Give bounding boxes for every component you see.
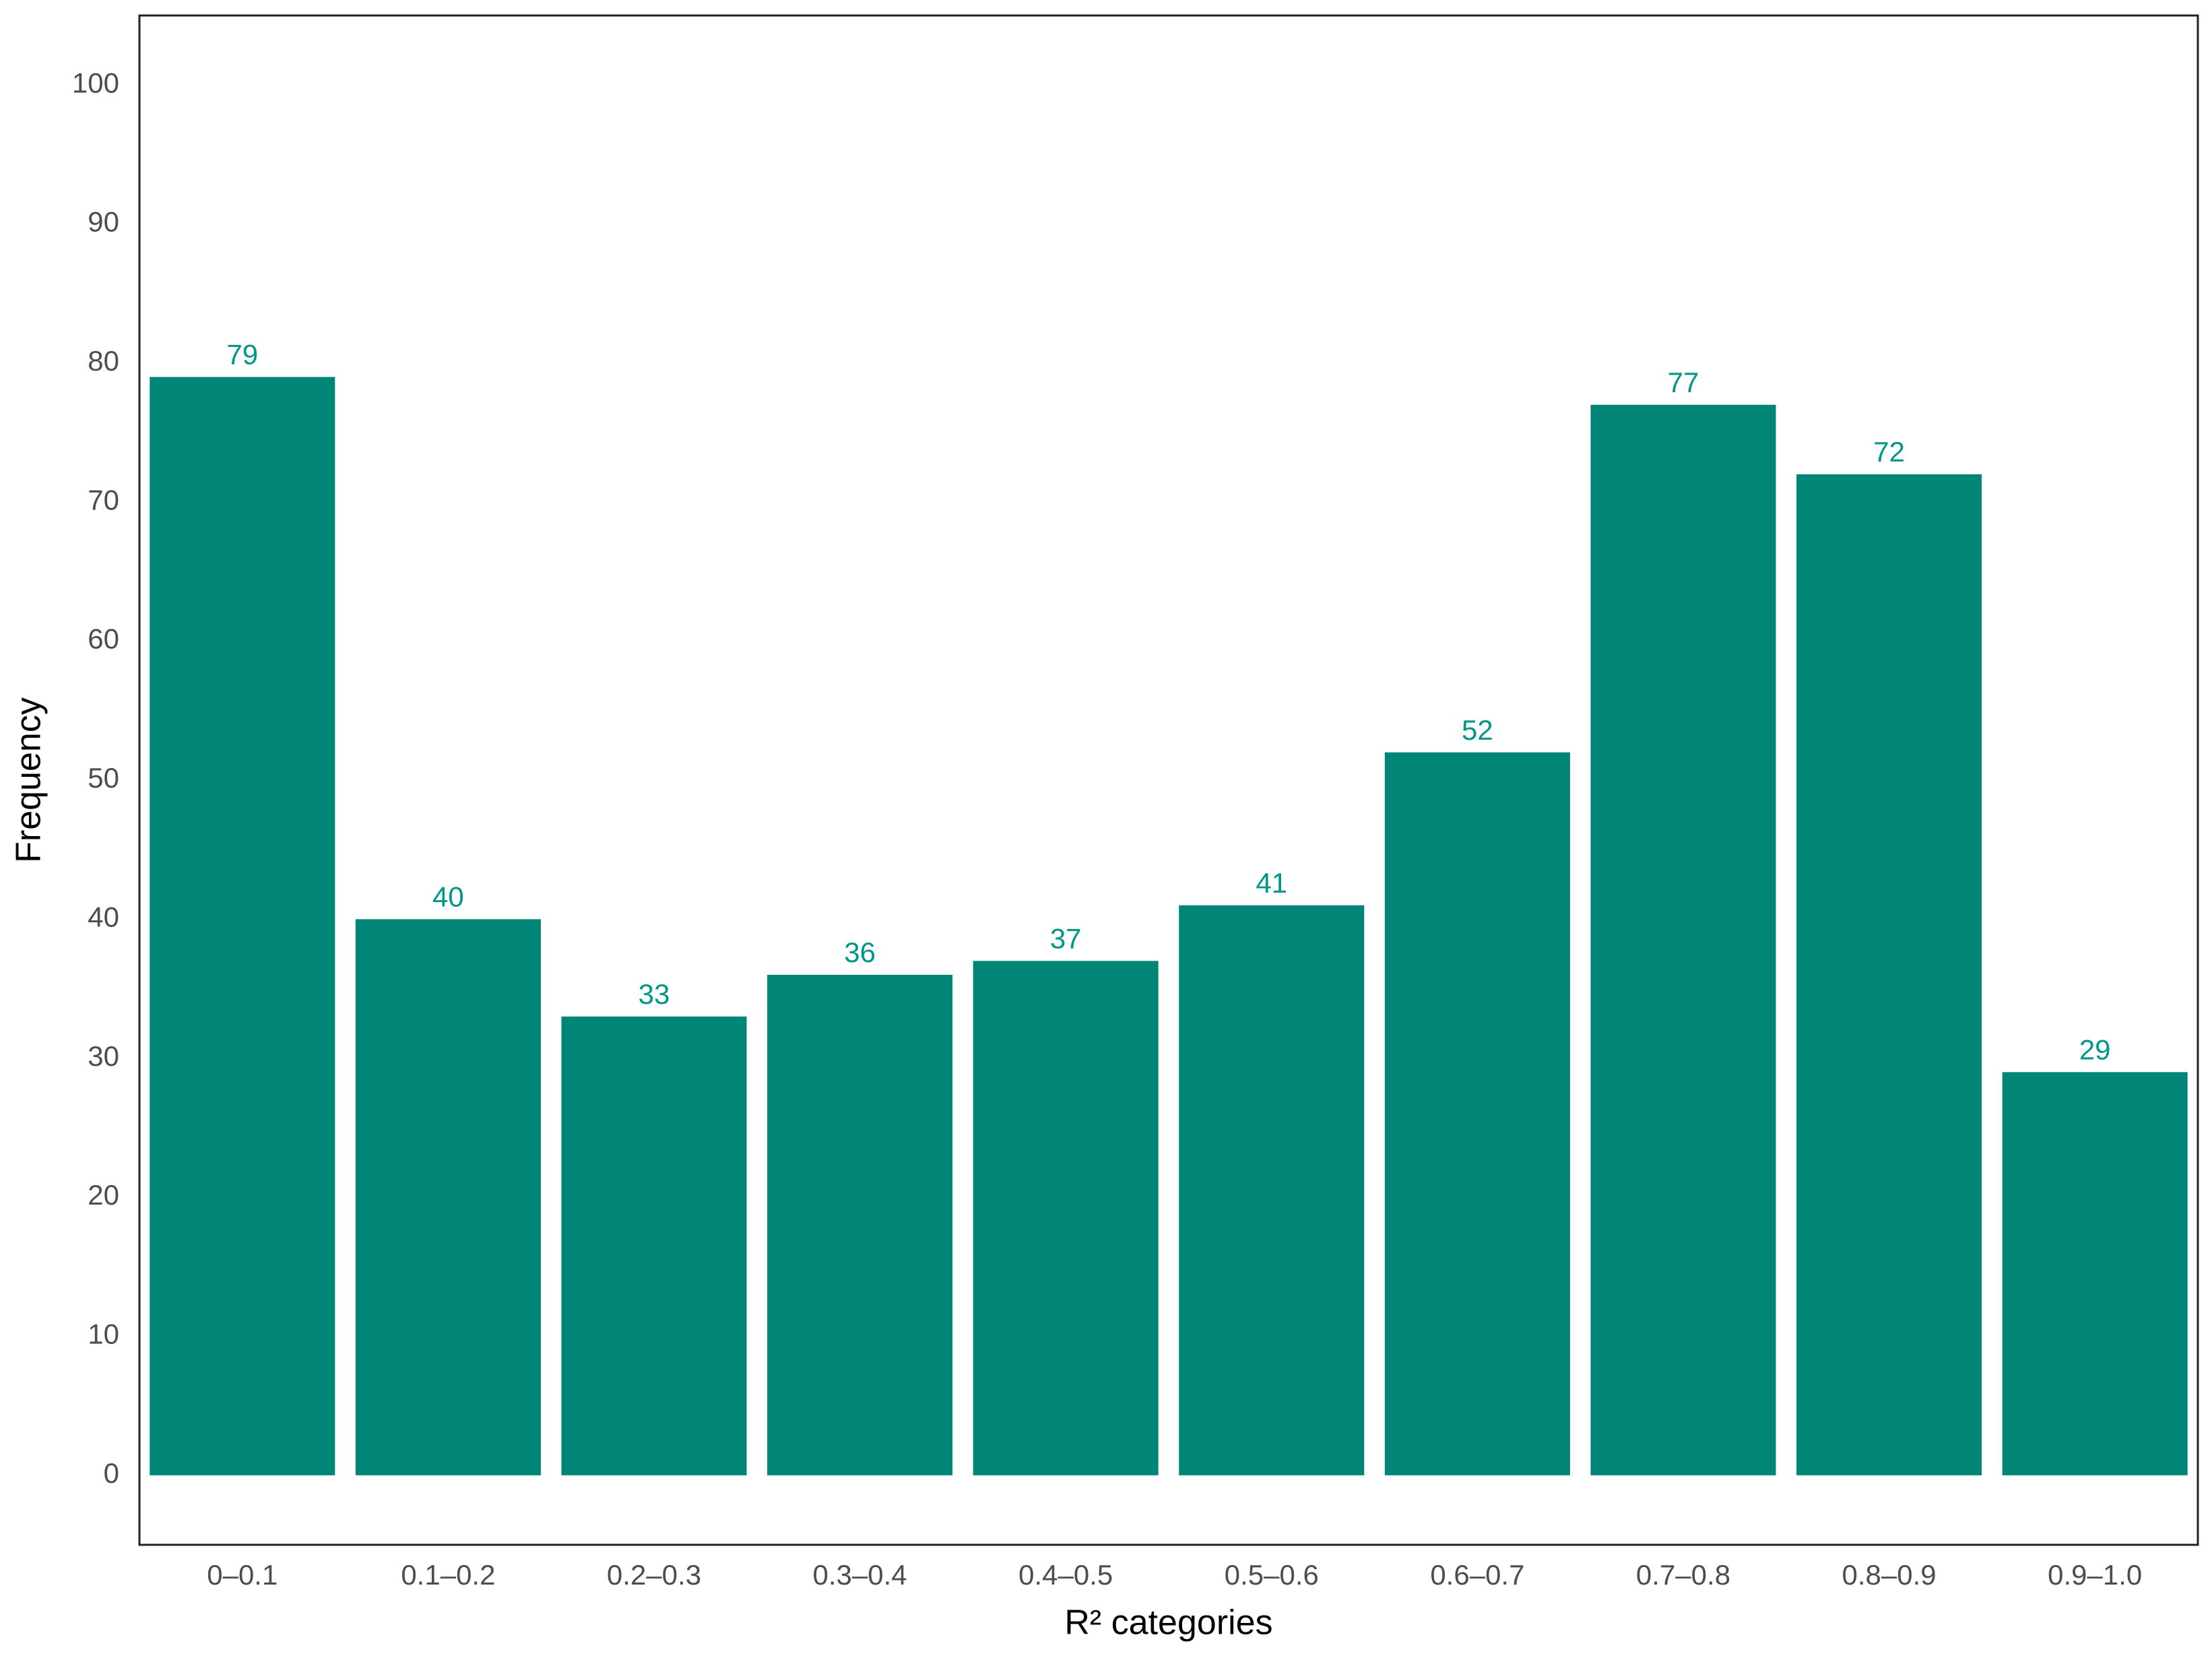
bar (767, 974, 953, 1475)
value-label: 77 (1668, 366, 1699, 398)
value-label: 37 (1050, 922, 1082, 954)
value-label: 52 (1462, 714, 1493, 746)
value-label: 29 (2079, 1033, 2111, 1065)
bar (2002, 1072, 2188, 1475)
y-tick-label: 20 (88, 1179, 119, 1211)
y-tick-label: 10 (88, 1318, 119, 1350)
bar (355, 919, 541, 1475)
x-tick-label: 0.6–0.7 (1430, 1559, 1524, 1591)
x-tick-label: 0.9–1.0 (2048, 1559, 2142, 1591)
bar (973, 961, 1159, 1475)
bar (1179, 905, 1365, 1475)
x-tick-label: 0.3–0.4 (813, 1559, 907, 1591)
x-tick-label: 0.2–0.3 (607, 1559, 701, 1591)
value-label: 33 (639, 978, 670, 1010)
y-axis-title: Frequency (9, 697, 48, 863)
bar (1384, 752, 1570, 1475)
bar (1796, 474, 1982, 1475)
value-label: 79 (226, 339, 258, 371)
y-tick-label: 100 (72, 67, 119, 98)
value-label: 36 (844, 936, 876, 968)
y-tick-label: 90 (88, 206, 119, 238)
bar (150, 377, 335, 1475)
x-tick-label: 0.1–0.2 (401, 1559, 495, 1591)
bar (561, 1016, 747, 1475)
y-tick-label: 30 (88, 1040, 119, 1072)
y-tick-label: 70 (88, 484, 119, 515)
value-label: 40 (432, 881, 464, 912)
value-label: 41 (1256, 867, 1287, 899)
y-tick-label: 80 (88, 345, 119, 377)
y-tick-label: 50 (88, 762, 119, 794)
x-tick-label: 0–0.1 (207, 1559, 278, 1591)
panel-border (138, 14, 2199, 1546)
y-tick-label: 60 (88, 623, 119, 655)
x-tick-label: 0.5–0.6 (1225, 1559, 1319, 1591)
value-label: 72 (1873, 436, 1905, 468)
y-tick-label: 0 (104, 1457, 119, 1489)
x-tick-label: 0.4–0.5 (1018, 1559, 1113, 1591)
bar (1590, 404, 1776, 1475)
x-tick-label: 0.7–0.8 (1636, 1559, 1730, 1591)
y-tick-label: 40 (88, 901, 119, 932)
x-tick-label: 0.8–0.9 (1842, 1559, 1937, 1591)
x-axis-title: R² categories (1064, 1603, 1272, 1643)
